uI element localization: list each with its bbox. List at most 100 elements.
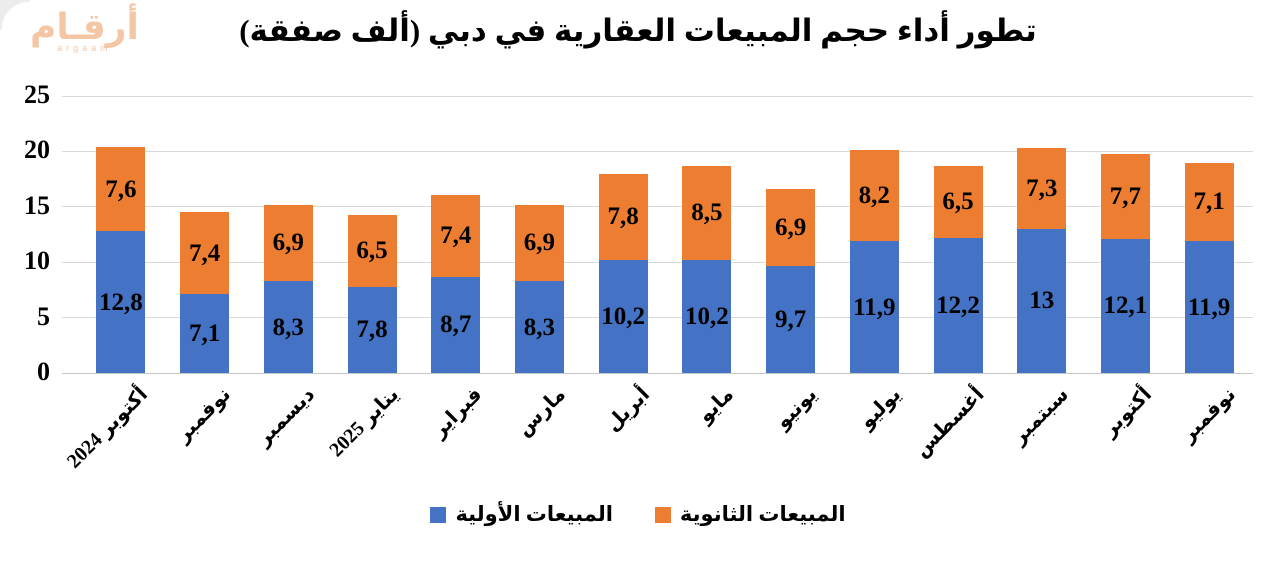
gridline-y15 — [62, 206, 1253, 208]
bar-value-label: 6,5 — [942, 188, 974, 216]
bar-segment-primary: 10,2 — [682, 259, 732, 373]
legend-marker-secondary-icon — [654, 506, 671, 523]
legend-label-primary: المبيعات الأولية — [455, 502, 613, 526]
bar-14: 7,1 11,9 — [1184, 162, 1234, 373]
bar-segment-primary: 12,2 — [933, 237, 983, 373]
bar-value-label: 7,3 — [1026, 175, 1058, 203]
bar-value-label: 10,2 — [601, 302, 645, 330]
bar-value-label: 7,1 — [188, 320, 221, 348]
x-axis-label: أكتوبر — [1099, 383, 1157, 441]
bar-6: 6,9 8,3 — [514, 204, 564, 373]
bar-2: 7,4 7,1 — [180, 212, 230, 373]
gridline-y0 — [62, 372, 1253, 374]
bar-value-label: 10,2 — [685, 302, 729, 330]
bar-segment-secondary: 6,9 — [263, 204, 313, 282]
gridline-y20 — [62, 150, 1253, 152]
bar-segment-secondary: 6,5 — [347, 214, 397, 287]
bar-value-label: 6,9 — [272, 229, 304, 257]
chart-title: تطور أداء حجم المبيعات العقارية في دبي (… — [239, 13, 1037, 48]
bar-value-label: 13 — [1029, 287, 1055, 315]
y-axis-tick-label: 25 — [24, 80, 50, 109]
bar-value-label: 8,3 — [523, 313, 556, 341]
x-axis-label: مايو — [694, 383, 738, 428]
x-axis-label: أغسطس — [910, 383, 989, 462]
bar-segment-primary: 11,9 — [849, 241, 899, 373]
bar-13: 7,7 12,1 — [1100, 153, 1150, 373]
bar-segment-primary: 13 — [1017, 228, 1067, 373]
bar-value-label: 12,2 — [936, 291, 980, 319]
bar-segment-primary: 7,8 — [347, 286, 397, 373]
bar-value-label: 12,8 — [99, 288, 143, 316]
argaam-logo-arabic: أرقـام — [30, 7, 139, 48]
x-axis-label: نوفمبر — [172, 383, 236, 447]
x-axis-label: فبراير — [428, 383, 487, 442]
bar-segment-secondary: 7,6 — [96, 147, 146, 232]
bar-value-label: 8,7 — [440, 311, 472, 339]
x-axis-label: سبتمبر — [1007, 383, 1073, 449]
bar-segment-secondary: 7,7 — [1100, 153, 1150, 239]
bar-segment-secondary: 8,2 — [849, 150, 899, 242]
bar-5: 7,4 8,7 — [431, 194, 481, 373]
bar-segment-secondary: 7,4 — [180, 212, 230, 295]
bar-segment-primary: 12,1 — [1100, 238, 1150, 373]
bar-value-label: 7,7 — [1109, 182, 1142, 210]
bar-value-label: 7,1 — [1193, 188, 1225, 216]
y-axis-tick-label: 10 — [24, 246, 50, 276]
bar-segment-primary: 9,7 — [766, 265, 816, 373]
bar-segment-secondary: 7,8 — [598, 173, 648, 260]
bar-value-label: 8,2 — [858, 182, 890, 210]
bar-value-label: 7,8 — [356, 316, 388, 344]
legend-label-secondary: المبيعات الثانوية — [679, 502, 846, 526]
bar-value-label: 7,4 — [188, 239, 221, 267]
bar-value-label: 12,1 — [1103, 292, 1148, 320]
bar-segment-primary: 8,3 — [514, 281, 564, 373]
bar-value-label: 11,9 — [1187, 293, 1231, 321]
bar-segment-primary: 8,3 — [263, 281, 313, 373]
bar-segment-secondary: 7,3 — [1017, 148, 1067, 229]
bar-value-label: 8,3 — [272, 313, 304, 341]
bar-value-label: 8,5 — [691, 199, 723, 227]
bar-10: 8,2 11,9 — [849, 150, 899, 373]
bar-7: 7,8 10,2 — [598, 173, 648, 373]
bar-segment-primary: 10,2 — [598, 259, 648, 373]
gridline-y5 — [62, 317, 1253, 319]
bar-1: 7,6 12,8 — [96, 147, 146, 373]
gridline-y10 — [62, 261, 1253, 263]
bar-value-label: 7,4 — [440, 222, 472, 250]
bar-segment-primary: 11,9 — [1184, 241, 1234, 373]
legend-item-secondary: المبيعات الثانوية — [654, 502, 846, 527]
bar-12: 7,3 13 — [1017, 148, 1067, 373]
x-axis-label: ديسمبر — [252, 383, 320, 450]
y-axis-tick-label: 5 — [37, 301, 50, 331]
bar-value-label: 11,9 — [853, 293, 896, 321]
bar-value-label: 6,9 — [523, 229, 556, 257]
x-axis-label: يناير 2025 — [325, 383, 403, 462]
bar-segment-secondary: 6,9 — [766, 189, 816, 266]
x-axis-label: يونيو — [771, 383, 822, 434]
bar-segment-secondary: 6,9 — [514, 204, 564, 282]
chart-legend: المبيعات الأولية المبيعات الثانوية — [0, 502, 1276, 527]
bar-segment-primary: 7,1 — [180, 294, 230, 373]
bar-segment-secondary: 7,4 — [431, 194, 481, 277]
legend-item-primary: المبيعات الأولية — [430, 502, 613, 527]
y-axis-tick-label: 0 — [37, 357, 50, 386]
bar-segment-secondary: 6,5 — [933, 165, 983, 238]
bar-value-label: 6,5 — [356, 237, 388, 265]
argaam-logo: أرقـام argaam — [30, 7, 139, 53]
x-axis-label: أكتوبر 2024 — [62, 383, 152, 473]
bar-4: 6,5 7,8 — [347, 214, 397, 373]
legend-marker-primary-icon — [430, 506, 447, 523]
x-axis-label: يوليو — [855, 383, 906, 434]
bar-value-label: 7,8 — [607, 203, 639, 231]
bar-9: 6,9 9,7 — [766, 189, 816, 373]
bar-segment-primary: 8,7 — [431, 276, 481, 373]
bar-value-label: 7,6 — [105, 175, 137, 203]
x-axis-label: مارس — [513, 383, 571, 441]
bar-segment-primary: 12,8 — [96, 231, 146, 373]
y-axis-tick-label: 15 — [24, 190, 50, 220]
bar-3: 6,9 8,3 — [263, 204, 313, 373]
bar-11: 6,5 12,2 — [933, 165, 983, 373]
bar-segment-secondary: 7,1 — [1184, 162, 1234, 242]
